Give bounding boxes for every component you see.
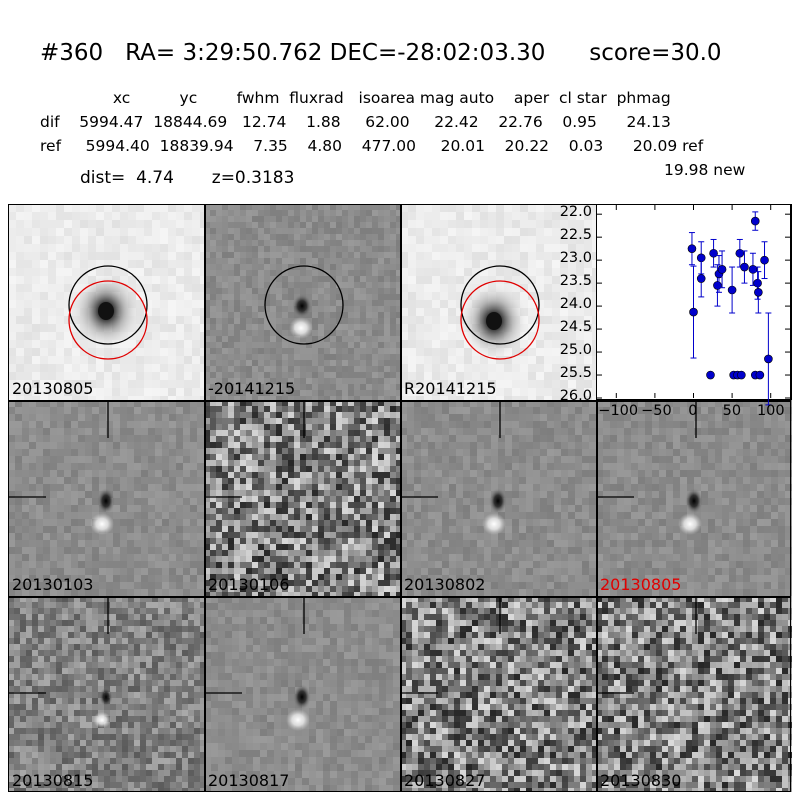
negative-residual (292, 294, 312, 318)
cutout-panel: 20130805 (8, 204, 204, 400)
cutout-date-label: R20141215 (404, 379, 497, 398)
data-point (706, 370, 715, 380)
cutout-date-label: 20130815 (12, 771, 94, 790)
cutout-image (400, 204, 596, 400)
positive-residual (93, 711, 111, 729)
data-point (760, 241, 769, 280)
panel-divider-horizontal (8, 596, 791, 598)
panel-divider-vertical (400, 204, 402, 792)
negative-residual (293, 684, 311, 710)
data-point (750, 211, 760, 231)
y-tick-label: 25.5 (559, 365, 592, 382)
positive-residual (482, 513, 506, 535)
y-tick-label: 22.0 (559, 204, 592, 221)
negative-residual (685, 488, 703, 514)
cutout-panel: 20130817 (204, 596, 400, 792)
data-point (764, 312, 773, 406)
y-tick-label: 26.0 (559, 388, 592, 404)
aperture-circle-black (460, 265, 540, 345)
y-tick-label: 25.0 (559, 342, 592, 359)
data-point (753, 266, 762, 300)
x-tick-label: −50 (641, 403, 672, 419)
data-point (754, 271, 763, 314)
negative-residual (97, 488, 115, 514)
cutout-date-label: 20130827 (404, 771, 486, 790)
negative-residual (489, 488, 507, 514)
cutout-panel: 20130815 (8, 596, 204, 792)
data-point (696, 259, 706, 298)
data-point (709, 238, 718, 268)
positive-residual (286, 709, 310, 731)
data-point (737, 370, 746, 380)
cutout-image (8, 596, 204, 792)
galaxy-core (486, 312, 502, 330)
light-curve-svg (597, 205, 790, 406)
cutout-image (596, 596, 792, 792)
galaxy-core (98, 302, 114, 320)
panel-divider-vertical (596, 204, 598, 792)
page-title: #360 RA= 3:29:50.762 DEC=-28:02:03.30 sc… (40, 40, 722, 66)
dif-row: dif 5994.47 18844.69 12.74 1.88 62.00 22… (40, 113, 671, 131)
y-tick-label: 23.5 (559, 273, 592, 290)
cutout-image (8, 400, 204, 596)
cutout-date-label: 20130805 (600, 575, 682, 594)
cutout-panel: 20130827 (400, 596, 596, 792)
ref-row: ref 5994.40 18839.94 7.35 4.80 477.00 20… (40, 137, 704, 155)
cutout-image (204, 204, 400, 400)
cutout-image (8, 204, 204, 400)
cutout-date-label: -20141215 (208, 379, 296, 398)
cutout-panel: -20141215 (204, 204, 400, 400)
aperture-circle-red (460, 280, 540, 360)
aperture-circle-black (68, 265, 148, 345)
cutout-date-label: 20130805 (12, 379, 94, 398)
y-tick-label: 24.0 (559, 296, 592, 313)
cutout-panel: 20130103 (8, 400, 204, 596)
cutout-date-label: 20130802 (404, 575, 486, 594)
dist-z-line: dist= 4.74 z=0.3183 (80, 168, 295, 188)
cutout-date-label: 20130830 (600, 771, 682, 790)
new-mag: 19.98 new (664, 161, 746, 179)
positive-residual (90, 513, 114, 535)
aperture-circle-black (264, 265, 344, 345)
cutout-image (204, 596, 400, 792)
data-point (727, 266, 737, 314)
cutout-date-label: 20130106 (208, 575, 290, 594)
column-headers: xc yc fwhm fluxrad isoarea mag auto aper… (103, 89, 671, 107)
positive-residual (289, 317, 313, 339)
panel-divider-vertical (204, 204, 206, 792)
positive-residual (678, 513, 702, 535)
cutout-image (400, 596, 596, 792)
aperture-circle-red (68, 280, 148, 360)
cutout-panel: R20141215 (400, 204, 596, 400)
cutout-panel: 20130805 (596, 400, 792, 596)
cutout-panel: 20130106 (204, 400, 400, 596)
x-tick-label: 100 (756, 403, 785, 419)
negative-residual (99, 687, 113, 707)
y-tick-label: 23.0 (559, 250, 592, 267)
y-tick-label: 24.5 (559, 319, 592, 336)
x-tick-label: 50 (722, 403, 742, 419)
x-tick-label: 0 (688, 403, 698, 419)
data-point (687, 232, 697, 266)
light-curve-chart (596, 204, 792, 406)
panel-divider-horizontal (8, 400, 791, 402)
x-tick-label: −100 (598, 403, 639, 419)
data-point (689, 265, 698, 359)
cutout-date-label: 20130103 (12, 575, 94, 594)
data-point (755, 370, 765, 380)
data-point (717, 250, 727, 289)
cutout-panel: 20130830 (596, 596, 792, 792)
cutout-date-label: 20130817 (208, 771, 290, 790)
cutout-image (400, 400, 596, 596)
data-point (740, 250, 749, 284)
y-tick-label: 22.5 (559, 227, 592, 244)
cutout-image (596, 400, 792, 596)
data-point (735, 238, 745, 268)
cutout-image (204, 400, 400, 596)
cutout-panel: 20130802 (400, 400, 596, 596)
data-point (748, 252, 758, 286)
